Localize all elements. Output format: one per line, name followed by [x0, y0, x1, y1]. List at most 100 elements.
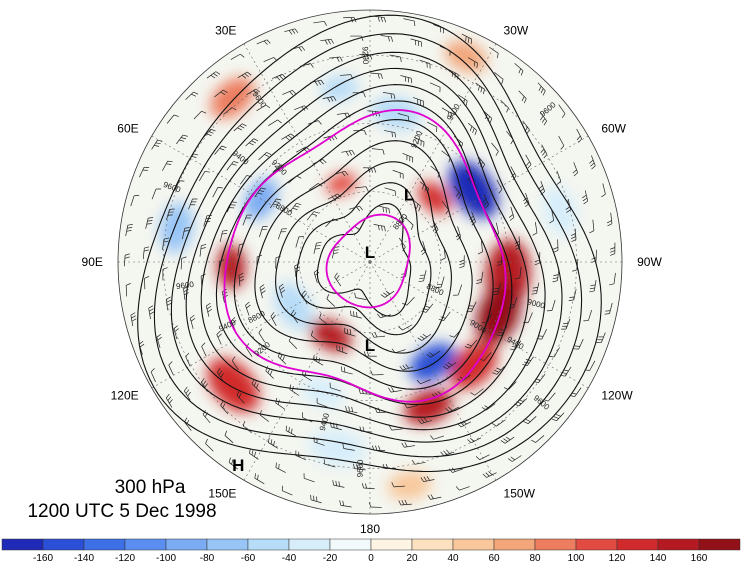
- wind-barb: [288, 336, 298, 349]
- wind-barb: [138, 340, 145, 355]
- wind-barb: [543, 392, 556, 402]
- wind-barb: [549, 209, 555, 224]
- longitude-label: 60E: [117, 121, 138, 135]
- longitude-label: 120W: [601, 389, 633, 403]
- wind-barb: [556, 170, 562, 185]
- wind-barb: [268, 437, 278, 449]
- wind-barb: [436, 276, 445, 288]
- wind-barb: [193, 110, 207, 120]
- longitude-label: 120E: [111, 389, 139, 403]
- wind-barb: [523, 193, 530, 208]
- wind-barb: [306, 211, 319, 221]
- wind-barb: [476, 271, 484, 284]
- wind-barb: [323, 459, 336, 468]
- wind-barb: [384, 187, 396, 196]
- anomaly-blob: [274, 282, 313, 330]
- wind-barb: [601, 183, 606, 198]
- wind-barb: [410, 38, 423, 47]
- longitude-label: 90E: [82, 255, 103, 269]
- wind-barb: [373, 15, 386, 23]
- wind-barb: [553, 239, 559, 253]
- wind-barb: [453, 185, 462, 200]
- wind-barb: [441, 200, 449, 215]
- wind-barb: [514, 63, 524, 76]
- colorbar-swatch: [206, 538, 249, 551]
- anomaly-blob: [404, 389, 453, 425]
- wind-barb: [334, 170, 349, 177]
- wind-barb: [139, 166, 150, 178]
- wind-barb: [464, 339, 478, 349]
- wind-barb: [303, 473, 315, 483]
- wind-barb: [467, 57, 478, 69]
- wind-barb: [233, 123, 247, 132]
- wind-barb: [453, 136, 464, 149]
- wind-barb: [294, 105, 309, 111]
- wind-barb: [254, 187, 266, 198]
- height-contour: [233, 119, 494, 390]
- meridian-line: [369, 261, 589, 389]
- anomaly-blob: [409, 343, 456, 382]
- wind-barb: [546, 299, 556, 312]
- wind-barb: [130, 312, 137, 327]
- wind-barb: [237, 243, 245, 256]
- wind-barb: [439, 45, 451, 56]
- wind-barb: [214, 89, 228, 98]
- longitude-label: 30W: [504, 24, 529, 38]
- wind-barb: [256, 39, 271, 45]
- wind-barb: [427, 494, 442, 500]
- height-contour: [153, 33, 583, 458]
- wind-barb: [270, 312, 277, 326]
- wind-barb: [176, 134, 188, 145]
- wind-barb: [584, 360, 596, 371]
- wind-barb: [398, 499, 412, 506]
- wind-barb: [263, 57, 278, 63]
- wind-barb: [363, 167, 377, 173]
- wind-barb: [183, 286, 189, 300]
- wind-barb: [278, 283, 286, 298]
- colorbar-swatch: [165, 538, 208, 551]
- anomaly-blob: [210, 77, 255, 119]
- wind-barb: [413, 97, 424, 107]
- wind-barb: [162, 160, 173, 171]
- wind-barb: [470, 388, 484, 396]
- wind-barb: [492, 283, 501, 296]
- wind-barb: [224, 430, 234, 444]
- wind-barb: [558, 135, 565, 150]
- wind-barb: [551, 412, 565, 422]
- height-contour: [185, 67, 546, 431]
- wind-barb: [403, 18, 416, 27]
- wind-barb: [151, 139, 163, 150]
- wind-barb: [123, 253, 130, 267]
- wind-barb: [216, 330, 222, 345]
- wind-barb: [438, 311, 451, 322]
- wind-barb: [142, 246, 150, 260]
- wind-barb: [558, 104, 566, 119]
- wind-barb: [125, 283, 131, 297]
- wind-barb: [371, 332, 385, 338]
- wind-barb: [589, 219, 595, 234]
- wind-barb: [537, 82, 546, 96]
- colorbar-swatch: [124, 538, 167, 551]
- colorbar-tick-label: 100: [568, 553, 585, 561]
- wind-barb: [282, 90, 297, 96]
- wind-barb: [272, 73, 286, 81]
- wind-barb: [523, 312, 533, 324]
- wind-barb: [380, 35, 393, 42]
- colorbar-swatch: [575, 538, 618, 551]
- wind-barb: [203, 215, 212, 227]
- colorbar-swatch: [534, 538, 577, 551]
- wind-barb: [572, 258, 579, 272]
- wind-barb: [281, 485, 293, 496]
- wind-barb: [277, 228, 287, 240]
- wind-barb: [392, 169, 404, 179]
- wind-barb: [281, 133, 295, 141]
- wind-barb: [531, 282, 540, 295]
- wind-barb: [249, 448, 259, 460]
- wind-barb: [265, 366, 274, 379]
- longitude-label: 0: [367, 0, 374, 2]
- wind-barb: [313, 436, 325, 446]
- wind-barb: [401, 442, 416, 448]
- longitude-label: 150W: [504, 486, 536, 500]
- map-border: [117, 9, 623, 515]
- wind-barb: [609, 272, 616, 286]
